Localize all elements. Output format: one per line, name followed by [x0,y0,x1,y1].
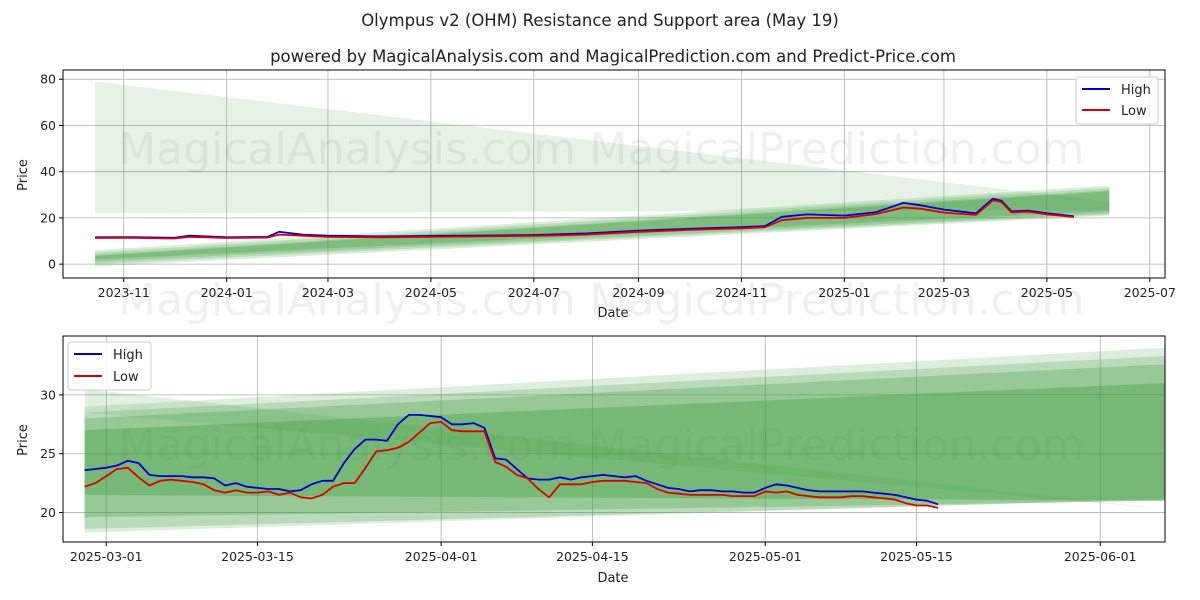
watermark-analysis-lower: MagicalAnalysis.com [118,275,576,326]
bottom-x-axis-label: Date [597,571,628,586]
x-tick-label: 2024-03 [302,285,354,300]
support-resistance-band [95,185,1110,267]
bottom-chart-panel: MagicalAnalysis.com MagicalPrediction.co… [16,335,1166,586]
top-chart-panel: MagicalAnalysis.com MagicalPrediction.co… [16,69,1176,326]
watermark-analysis-bottom: MagicalAnalysis.com [118,420,576,471]
watermark-prediction-bottom: MagicalPrediction.com [590,420,1085,471]
bottom-y-ticks: 20 25 30 [40,387,63,520]
top-legend-low-label: Low [1121,104,1147,119]
x-tick-label: 2023-11 [98,285,150,300]
watermark-prediction: MagicalPrediction.com [590,124,1085,175]
top-series-lines [95,197,1074,240]
top-legend: High Low [1075,76,1159,125]
support-resistance-band [95,190,1110,262]
top-y-ticks: 0 20 40 60 80 [40,72,63,272]
support-resistance-band [95,191,1110,260]
bottom-x-ticks: 2025-03-01 2025-03-15 2025-04-01 2025-04-15… [70,542,1137,564]
x-tick-label: 2024-07 [508,285,560,300]
chart-title: Olympus v2 (OHM) Resistance and Support … [361,11,839,30]
bottom-grid [63,336,1165,542]
top-x-axis-label: Date [597,306,628,321]
bottom-legend-low-label: Low [113,370,139,385]
top-x-ticks: 2023-11 2024-01 2024-03 2024-05 2024-07 2024-… [98,278,1176,300]
x-tick-label: 2025-03 [918,285,970,300]
x-tick-label: 2025-06-01 [1064,549,1137,564]
support-resistance-band [95,81,1110,214]
bottom-legend-high-label: High [113,348,143,363]
x-tick-label: 2024-09 [612,285,664,300]
y-tick-label: 20 [40,210,56,225]
y-tick-label: 40 [40,164,56,179]
high-price-line [84,414,939,506]
bottom-bands [84,347,1165,533]
top-legend-high-label: High [1121,83,1151,98]
bottom-legend: High Low [67,341,152,391]
y-tick-label: 0 [48,257,56,272]
support-resistance-band [84,347,1165,533]
bottom-y-axis-label: Price [16,424,31,456]
y-tick-label: 60 [40,118,56,133]
x-tick-label: 2025-05-01 [729,549,802,564]
x-tick-label: 2025-07 [1124,285,1176,300]
support-resistance-band [84,356,1165,530]
support-resistance-band [95,187,1110,265]
low-price-line [84,421,939,509]
x-tick-label: 2025-05-15 [880,549,953,564]
low-price-line [95,199,1074,240]
y-tick-label: 25 [40,446,56,461]
watermark-analysis: MagicalAnalysis.com [118,124,576,175]
watermark-prediction-lower: MagicalPrediction.com [590,275,1085,326]
bottom-watermarks: MagicalAnalysis.com MagicalPrediction.co… [118,420,1084,471]
support-resistance-band [84,383,1165,501]
x-tick-label: 2024-01 [201,285,253,300]
x-tick-label: 2025-03-15 [221,549,294,564]
y-tick-label: 30 [40,387,56,402]
top-y-axis-label: Price [16,159,31,191]
x-tick-label: 2024-11 [715,285,767,300]
support-resistance-band [84,388,1165,510]
top-bands [95,81,1110,267]
x-tick-label: 2024-05 [405,285,457,300]
x-tick-label: 2025-04-15 [556,549,629,564]
chart-subtitle: powered by MagicalAnalysis.com and Magic… [270,47,956,66]
x-tick-label: 2025-04-01 [405,549,478,564]
y-tick-label: 80 [40,72,56,87]
bottom-series-lines [84,414,939,509]
y-tick-label: 20 [40,505,56,520]
x-tick-label: 2025-01 [818,285,870,300]
x-tick-label: 2025-03-01 [70,549,143,564]
top-watermarks: MagicalAnalysis.com MagicalPrediction.co… [118,124,1084,326]
x-tick-label: 2025-05 [1021,285,1073,300]
support-resistance-band [84,364,1165,518]
top-plot-frame [62,69,1166,279]
bottom-plot-frame [62,335,1166,543]
high-price-line [95,197,1074,239]
